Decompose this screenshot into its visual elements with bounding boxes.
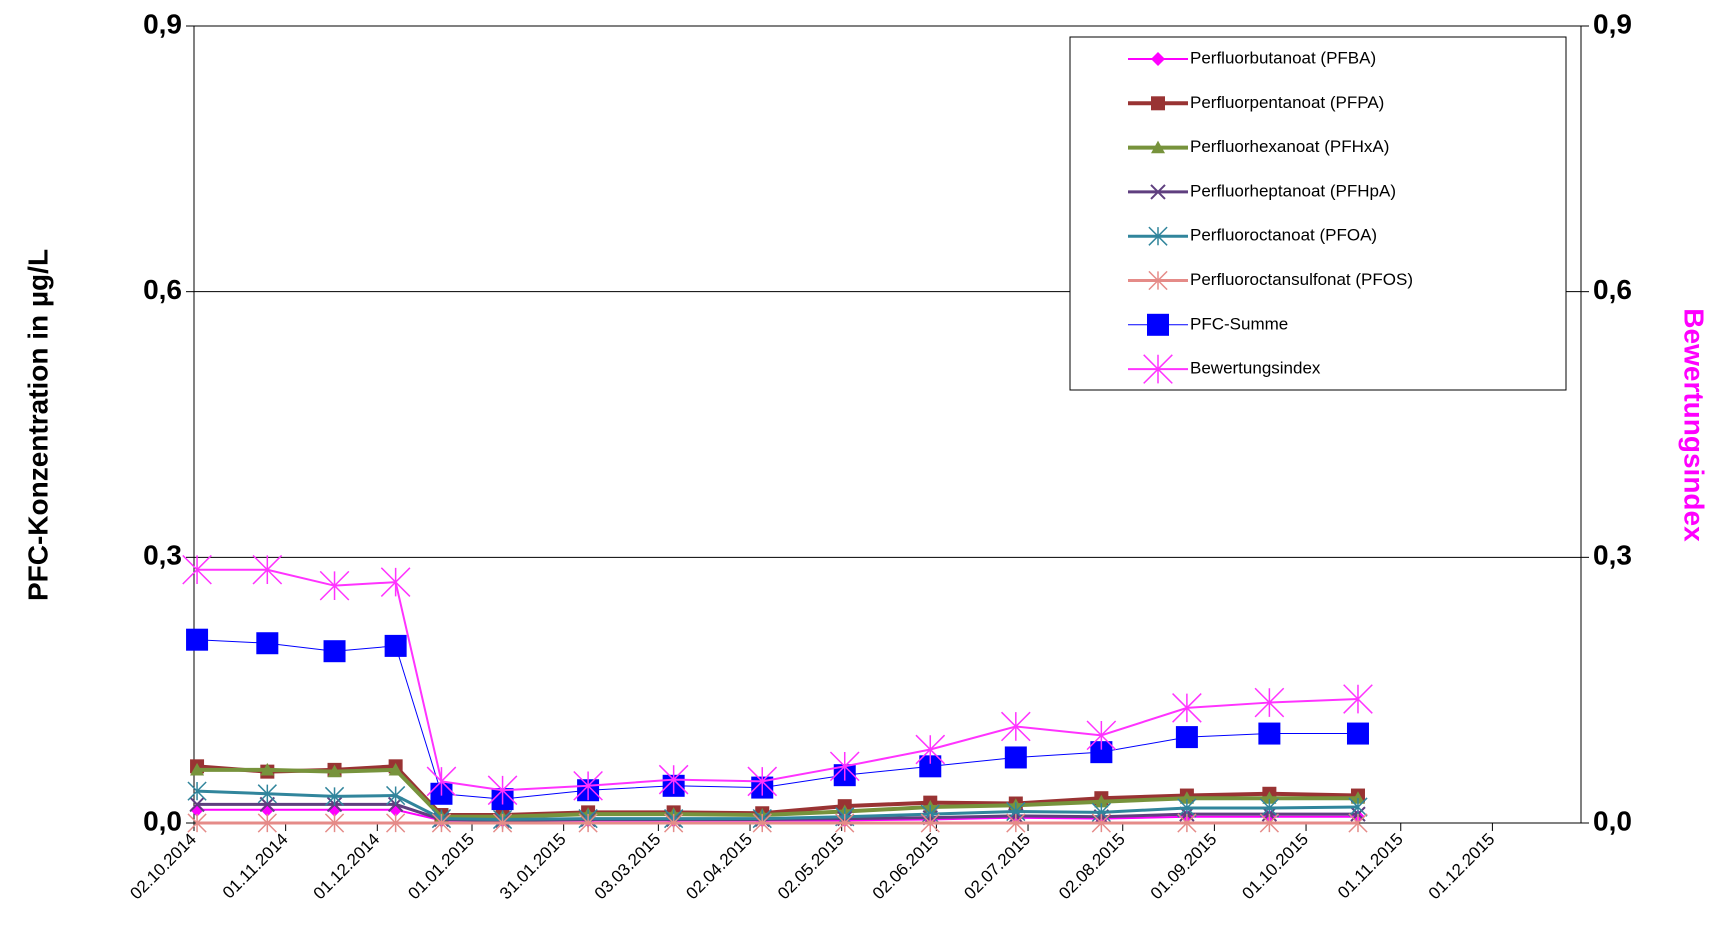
y2-axis-label: Bewertungsindex (1679, 308, 1710, 542)
marker (324, 813, 345, 833)
marker (1086, 720, 1117, 751)
marker (256, 632, 279, 655)
legend-label: Perfluorbutanoat (PFBA) (1190, 48, 1376, 67)
marker (1258, 722, 1281, 745)
marker (259, 796, 276, 813)
marker (747, 766, 778, 797)
marker (1177, 813, 1197, 833)
marker (327, 764, 342, 778)
marker (257, 813, 277, 833)
series-line (197, 767, 1358, 819)
marker (187, 813, 207, 833)
legend-label: Perfluorhexanoat (PFHxA) (1190, 137, 1389, 156)
marker (319, 570, 350, 601)
marker (829, 751, 860, 782)
marker (578, 813, 598, 833)
y-axis-label: PFC-Konzentration in µg/L (22, 249, 53, 601)
legend-label: Perfluorpentanoat (PFPA) (1190, 93, 1384, 112)
marker (1151, 140, 1165, 154)
marker (182, 554, 212, 585)
y-tick-label: 0,6 (143, 274, 182, 305)
marker (1259, 813, 1280, 833)
marker (1148, 226, 1168, 246)
marker (752, 813, 772, 833)
marker (324, 786, 345, 807)
marker (386, 785, 406, 806)
marker (1090, 741, 1113, 764)
legend: Perfluorbutanoat (PFBA) Perfluorpentanoat… (1069, 36, 1567, 391)
marker (327, 802, 342, 817)
marker (1091, 813, 1111, 833)
marker (380, 567, 411, 597)
marker (1150, 184, 1166, 200)
series-line (196, 789, 1358, 821)
marker (323, 640, 346, 663)
marker (1151, 52, 1165, 66)
marker (1175, 726, 1198, 749)
marker (1348, 813, 1368, 833)
marker (1172, 693, 1202, 723)
marker (386, 813, 406, 833)
marker (1346, 722, 1369, 745)
marker (384, 634, 407, 657)
marker (1179, 791, 1194, 804)
marker (189, 796, 205, 813)
marker (1147, 313, 1169, 336)
legend-label: Perfluoroctansulfonat (PFOS) (1190, 270, 1413, 289)
y2-tick-label: 0,9 (1593, 8, 1632, 39)
marker (1000, 711, 1031, 742)
marker (835, 813, 855, 833)
y2-tick-label: 0,6 (1593, 274, 1632, 305)
marker (1343, 684, 1373, 714)
marker (388, 762, 403, 776)
legend-label: Perfluorheptanoat (PFHpA) (1190, 181, 1396, 200)
marker (426, 766, 457, 797)
marker (431, 813, 452, 833)
legend-box (1069, 36, 1567, 391)
marker (1348, 797, 1368, 817)
marker (487, 775, 518, 806)
legend-label: Bewertungsindex (1190, 359, 1321, 378)
marker (260, 762, 275, 776)
marker (1006, 813, 1026, 833)
marker (1151, 96, 1165, 111)
series-line (197, 568, 1359, 792)
y2-tick-label: 0,0 (1593, 805, 1632, 836)
marker (915, 734, 946, 765)
y-tick-label: 0,3 (143, 540, 182, 571)
marker (1094, 794, 1109, 808)
marker (1350, 791, 1365, 804)
marker (252, 554, 283, 585)
marker (920, 813, 940, 833)
marker (1004, 746, 1027, 769)
marker (190, 762, 205, 776)
legend-label: Perfluoroctanoat (PFOA) (1190, 226, 1377, 245)
marker (664, 813, 684, 833)
legend-label: PFC-Summe (1190, 314, 1288, 333)
marker (919, 755, 942, 778)
y-tick-label: 0,0 (143, 805, 182, 836)
marker (186, 628, 209, 651)
y-tick-label: 0,9 (143, 8, 182, 39)
marker (1143, 354, 1173, 384)
marker (187, 781, 207, 801)
marker (1148, 270, 1168, 291)
y2-tick-label: 0,3 (1593, 540, 1632, 571)
series-line (197, 639, 1358, 800)
marker (190, 802, 205, 817)
marker (573, 770, 603, 801)
marker (260, 802, 275, 817)
marker (257, 784, 277, 804)
marker (492, 813, 513, 833)
marker (1254, 687, 1285, 718)
marker (658, 764, 689, 795)
marker (1262, 791, 1277, 804)
